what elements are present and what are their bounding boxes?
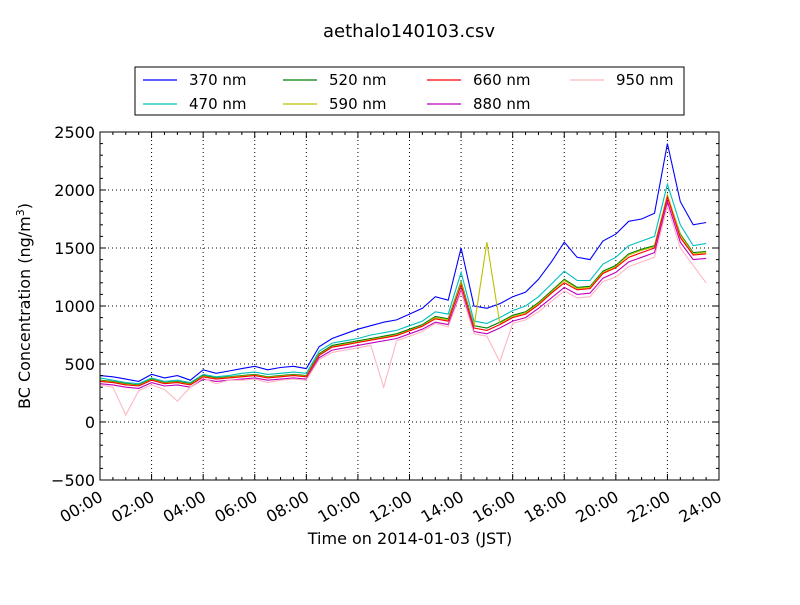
y-axis-label-superscript: 3 <box>14 209 27 216</box>
legend-label: 660 nm <box>473 71 531 89</box>
x-axis-label: Time on 2014-01-03 (JST) <box>307 529 512 548</box>
legend: 370 nm 470 nm 520 nm 590 nm 660 nm 880 nm 950 … <box>134 66 685 116</box>
chart-title: aethalo140103.csv <box>323 21 495 42</box>
x-tick-label: 12:00 <box>366 487 415 527</box>
y-tick-label: 1500 <box>54 239 95 258</box>
legend-item-370-nm: 370 nm <box>143 71 247 89</box>
series-line-370-nm <box>100 143 707 382</box>
x-tick-label: 20:00 <box>572 487 621 527</box>
legend-item-880-nm: 880 nm <box>427 95 531 113</box>
legend-item-470-nm: 470 nm <box>143 95 247 113</box>
x-tick-label: 24:00 <box>676 487 725 527</box>
legend-label: 880 nm <box>473 95 531 113</box>
series-line-470-nm <box>100 182 707 385</box>
x-tick-label: 00:00 <box>57 487 106 527</box>
legend-label: 590 nm <box>329 95 387 113</box>
series-line-880-nm <box>100 199 707 389</box>
series-group <box>100 143 707 417</box>
legend-label: 470 nm <box>189 95 247 113</box>
plot-area <box>99 131 720 481</box>
x-tick-label: 06:00 <box>211 487 260 527</box>
x-tick-label: 10:00 <box>314 487 363 527</box>
y-tick-label: 500 <box>64 355 95 374</box>
y-tick-label: −500 <box>51 471 95 490</box>
x-tick-label: 08:00 <box>263 487 312 527</box>
legend-label: 520 nm <box>329 71 387 89</box>
x-tick-label: 14:00 <box>418 487 467 527</box>
legend-item-590-nm: 590 nm <box>283 95 387 113</box>
y-tick-label: 2000 <box>54 181 95 200</box>
x-tick-label: 02:00 <box>108 487 157 527</box>
x-tick-label: 18:00 <box>521 487 570 527</box>
y-axis-label-main: BC Concentration (ng/m <box>15 216 34 409</box>
legend-item-950-nm: 950 nm <box>570 71 674 89</box>
series-line-660-nm <box>100 194 707 387</box>
plot-background <box>100 132 719 480</box>
series-line-950-nm <box>100 204 707 417</box>
legend-label: 950 nm <box>616 71 674 89</box>
y-tick-label: 2500 <box>54 123 95 142</box>
x-tick-label: 16:00 <box>469 487 518 527</box>
x-tick-label: 22:00 <box>624 487 673 527</box>
x-tick-label: 04:00 <box>160 487 209 527</box>
legend-item-660-nm: 660 nm <box>427 71 531 89</box>
y-axis-label: BC Concentration (ng/m3) <box>14 203 34 409</box>
legend-label: 370 nm <box>189 71 247 89</box>
y-tick-label: 1000 <box>54 297 95 316</box>
y-axis-label-end: ) <box>15 203 34 209</box>
legend-box <box>134 66 685 116</box>
y-tick-label: 0 <box>85 413 95 432</box>
legend-item-520-nm: 520 nm <box>283 71 387 89</box>
y-axis: −500 0 500 1000 1500 2000 2500 <box>51 123 719 490</box>
